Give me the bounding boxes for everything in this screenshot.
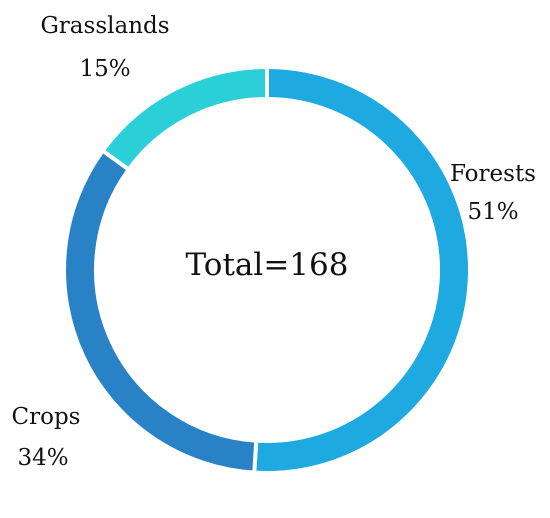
slice-label-forests-name: Forests [450, 161, 536, 187]
slice-label-grasslands-name: Grasslands [40, 13, 169, 39]
donut-slices [62, 64, 473, 475]
slice-crops [62, 147, 259, 475]
center-total-label: Total=168 [186, 247, 349, 283]
slice-grasslands [99, 64, 269, 173]
slice-label-crops-name: Crops [12, 404, 81, 430]
slice-label-grasslands-value: 15% [79, 56, 130, 82]
slice-label-crops-value: 34% [17, 445, 68, 471]
slice-label-forests-value: 51% [467, 199, 518, 225]
